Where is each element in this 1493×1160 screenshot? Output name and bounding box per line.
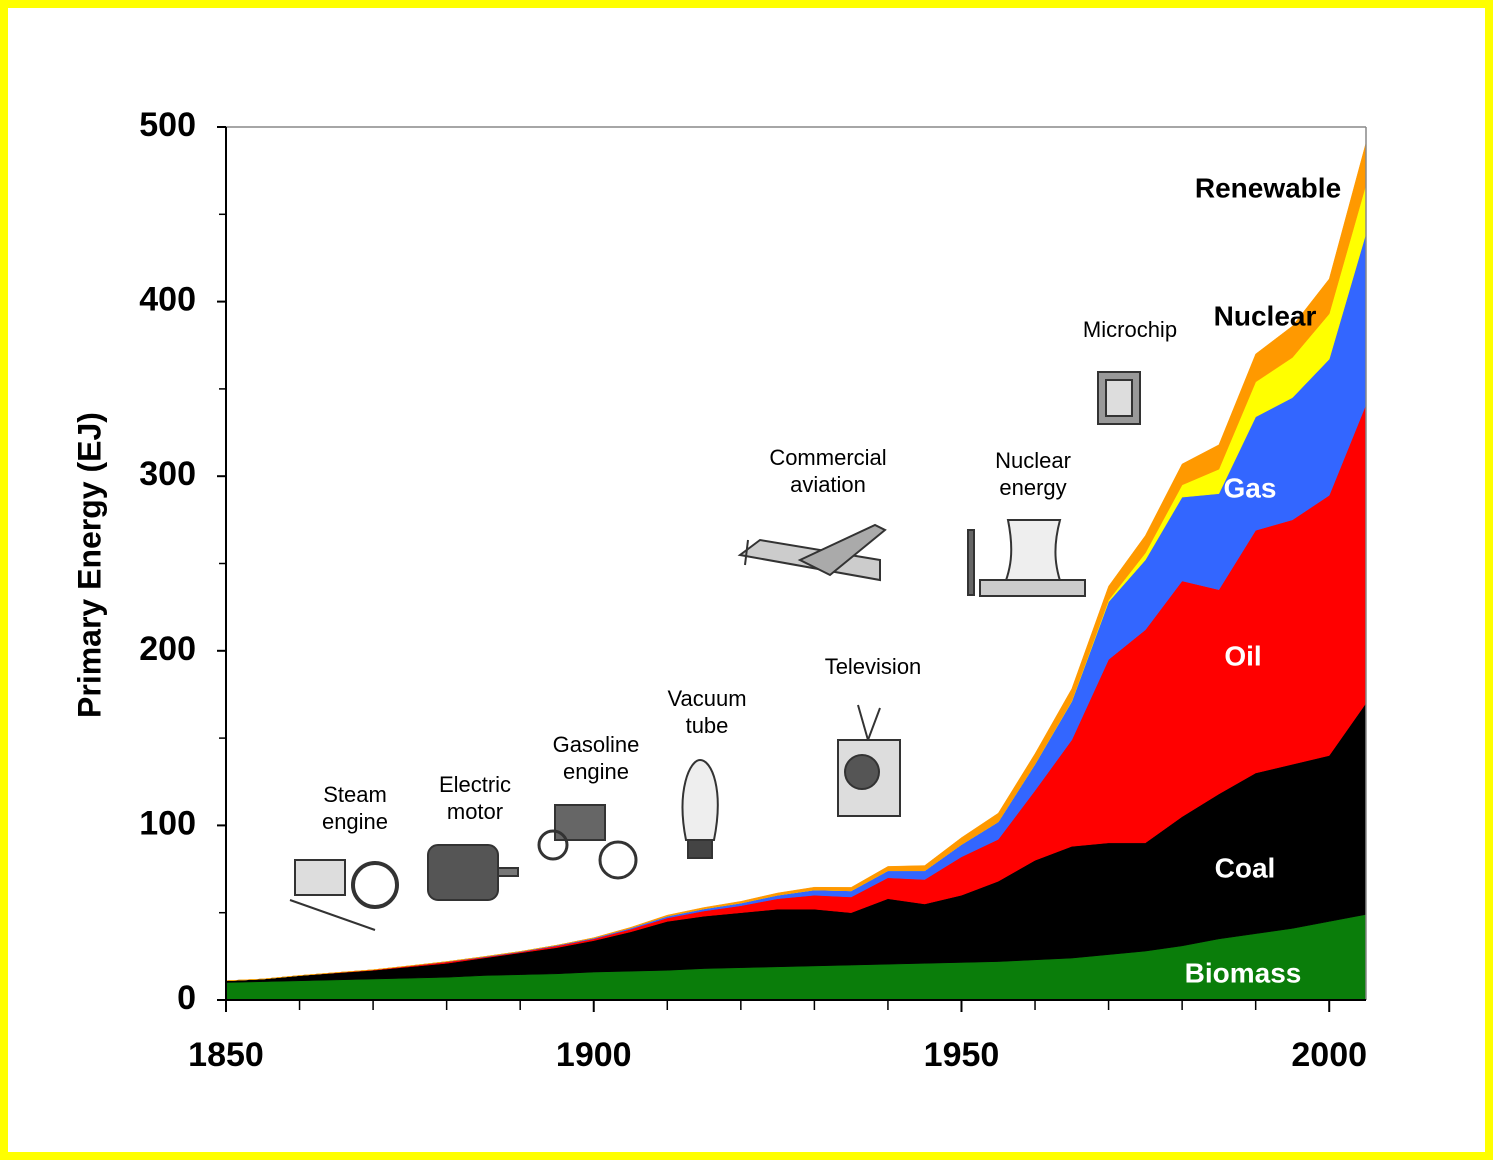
annotation: energy	[999, 475, 1066, 500]
series-label: Renewable	[1195, 172, 1341, 203]
x-tick-label: 1900	[556, 1036, 632, 1074]
y-tick-label: 500	[139, 106, 196, 144]
x-tick-label: 1950	[924, 1036, 1000, 1074]
chart: 0 100 200 300 400 500 1850 1900 1950 2000 Primary …	[0, 0, 1493, 1160]
x-tick-label: 2000	[1291, 1036, 1367, 1074]
annotation: Television	[825, 654, 922, 679]
annotation: Commercial	[769, 445, 886, 470]
series-label: Nuclear	[1214, 300, 1317, 331]
y-tick-label: 400	[139, 281, 196, 319]
series-label: Oil	[1224, 640, 1261, 671]
annotation: Gasoline	[553, 732, 640, 757]
series-label: Gas	[1224, 472, 1277, 503]
y-tick-label: 100	[139, 804, 196, 842]
series-label: Biomass	[1185, 957, 1302, 988]
x-tick-label: 1850	[188, 1036, 264, 1074]
annotation: Steam	[323, 782, 387, 807]
annotation: aviation	[790, 472, 866, 497]
annotation: Nuclear	[995, 448, 1071, 473]
annotation: Microchip	[1083, 317, 1177, 342]
vacuum-tube-icon	[683, 760, 718, 858]
annotation: engine	[322, 809, 388, 834]
y-tick-label: 300	[139, 455, 196, 493]
annotation: engine	[563, 759, 629, 784]
y-axis-label: Primary Energy (EJ)	[71, 412, 107, 718]
microchip-icon	[1098, 372, 1140, 424]
y-tick-label: 0	[177, 979, 196, 1017]
series-label: Coal	[1215, 852, 1276, 883]
annotation: Vacuum	[667, 686, 746, 711]
page: {"chart_data": { "type": "stacked-area",…	[0, 0, 1493, 1160]
y-tick-label: 200	[139, 630, 196, 668]
annotation: motor	[447, 799, 503, 824]
annotation: Electric	[439, 772, 511, 797]
annotation: tube	[686, 713, 729, 738]
